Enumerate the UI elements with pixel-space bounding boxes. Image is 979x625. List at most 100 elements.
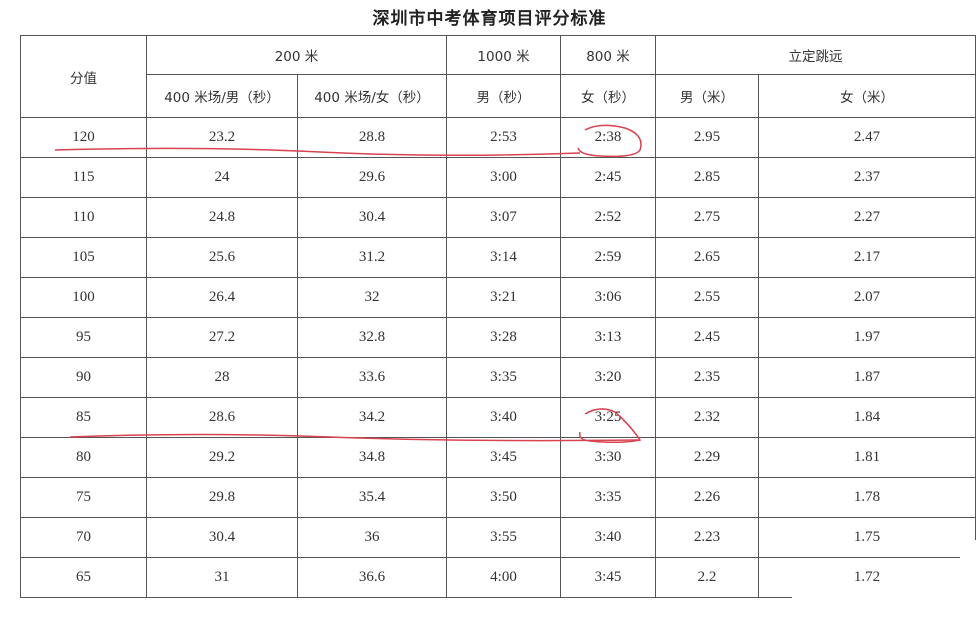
header-column: 400 米场/男（秒） <box>146 74 298 118</box>
table-row: 80 29.2 34.8 3:45 3:30 2.29 1.81 <box>20 437 976 478</box>
value-cell: 30.4 <box>297 197 447 238</box>
value-cell: 28.8 <box>297 117 447 158</box>
value-cell: 26.4 <box>146 277 298 318</box>
score-cell: 85 <box>20 397 147 438</box>
value-cell: 2.32 <box>655 397 759 438</box>
table-row: 115 24 29.6 3:00 2:45 2.85 2.37 <box>20 157 976 198</box>
value-cell: 2.35 <box>655 357 759 398</box>
value-cell: 2:53 <box>446 117 561 158</box>
value-cell: 2.26 <box>655 477 759 518</box>
score-cell: 110 <box>20 197 147 238</box>
value-cell: 32.8 <box>297 317 447 358</box>
value-cell: 31.2 <box>297 237 447 278</box>
value-cell: 3:55 <box>446 517 561 558</box>
table-row: 90 28 33.6 3:35 3:20 2.35 1.87 <box>20 357 976 398</box>
header-column: 男（秒） <box>446 74 561 118</box>
value-cell: 2.17 <box>758 237 976 278</box>
value-cell: 1.81 <box>758 437 976 478</box>
value-cell: 3:45 <box>560 557 656 598</box>
value-cell: 34.8 <box>297 437 447 478</box>
value-cell: 3:13 <box>560 317 656 358</box>
value-cell: 1.78 <box>758 477 976 518</box>
value-cell: 3:28 <box>446 317 561 358</box>
value-cell: 3:14 <box>446 237 561 278</box>
value-cell: 3:35 <box>560 477 656 518</box>
header-score: 分值 <box>20 35 147 118</box>
value-cell: 23.2 <box>146 117 298 158</box>
value-cell: 3:07 <box>446 197 561 238</box>
value-cell: 1.87 <box>758 357 976 398</box>
table-row: 70 30.4 36 3:55 3:40 2.23 1.75 <box>20 517 976 558</box>
score-cell: 115 <box>20 157 147 198</box>
value-cell: 2.95 <box>655 117 759 158</box>
header-column: 女（秒） <box>560 74 656 118</box>
value-cell: 2.85 <box>655 157 759 198</box>
header-200m: 200 米 <box>146 35 447 75</box>
header-column: 400 米场/女（秒） <box>297 74 447 118</box>
value-cell: 2:45 <box>560 157 656 198</box>
table-row: 65 31 36.6 4:00 3:45 2.2 1.72 <box>20 557 976 598</box>
value-cell: 2:59 <box>560 237 656 278</box>
value-cell: 2.75 <box>655 197 759 238</box>
document-title: 深圳市中考体育项目评分标准 <box>372 9 607 29</box>
table-row: 85 28.6 34.2 3:40 3:25 2.32 1.84 <box>20 397 976 438</box>
table-row: 110 24.8 30.4 3:07 2:52 2.75 2.27 <box>20 197 976 238</box>
score-cell: 90 <box>20 357 147 398</box>
value-cell: 33.6 <box>297 357 447 398</box>
occlusion <box>792 585 979 625</box>
value-cell: 32 <box>297 277 447 318</box>
table-row: 120 23.2 28.8 2:53 2:38 2.95 2.47 <box>20 117 976 158</box>
header-1000m: 1000 米 <box>446 35 561 75</box>
value-cell: 1.75 <box>758 517 976 558</box>
header-standing-long-jump: 立定跳远 <box>655 35 976 75</box>
table-row: 95 27.2 32.8 3:28 3:13 2.45 1.97 <box>20 317 976 358</box>
table-row: 105 25.6 31.2 3:14 2:59 2.65 2.17 <box>20 237 976 278</box>
value-cell: 1.97 <box>758 317 976 358</box>
value-cell: 2.29 <box>655 437 759 478</box>
value-cell: 3:30 <box>560 437 656 478</box>
score-cell: 80 <box>20 437 147 478</box>
value-cell: 2.47 <box>758 117 976 158</box>
value-cell: 1.84 <box>758 397 976 438</box>
value-cell: 29.2 <box>146 437 298 478</box>
value-cell: 3:25 <box>560 397 656 438</box>
value-cell: 2.55 <box>655 277 759 318</box>
score-cell: 70 <box>20 517 147 558</box>
value-cell: 2:38 <box>560 117 656 158</box>
value-cell: 24 <box>146 157 298 198</box>
value-cell: 2.65 <box>655 237 759 278</box>
header-column: 男（米） <box>655 74 759 118</box>
value-cell: 29.8 <box>146 477 298 518</box>
score-cell: 95 <box>20 317 147 358</box>
score-cell: 65 <box>20 557 147 598</box>
value-cell: 28.6 <box>146 397 298 438</box>
value-cell: 3:06 <box>560 277 656 318</box>
score-cell: 105 <box>20 237 147 278</box>
scoring-table: 分值 200 米 1000 米 800 米 立定跳远 400 米场/男（秒） 40… <box>20 35 976 598</box>
value-cell: 28 <box>146 357 298 398</box>
occlusion <box>960 540 979 590</box>
score-cell: 75 <box>20 477 147 518</box>
value-cell: 2.23 <box>655 517 759 558</box>
table-row: 100 26.4 32 3:21 3:06 2.55 2.07 <box>20 277 976 318</box>
value-cell: 3:21 <box>446 277 561 318</box>
value-cell: 2:52 <box>560 197 656 238</box>
value-cell: 2.45 <box>655 317 759 358</box>
value-cell: 36.6 <box>297 557 447 598</box>
value-cell: 3:20 <box>560 357 656 398</box>
header-800m: 800 米 <box>560 35 656 75</box>
table-row: 75 29.8 35.4 3:50 3:35 2.26 1.78 <box>20 477 976 518</box>
value-cell: 3:40 <box>560 517 656 558</box>
value-cell: 2.07 <box>758 277 976 318</box>
value-cell: 2.37 <box>758 157 976 198</box>
value-cell: 29.6 <box>297 157 447 198</box>
value-cell: 3:45 <box>446 437 561 478</box>
header-column: 女（米） <box>758 74 976 118</box>
value-cell: 31 <box>146 557 298 598</box>
value-cell: 3:00 <box>446 157 561 198</box>
value-cell: 3:50 <box>446 477 561 518</box>
value-cell: 35.4 <box>297 477 447 518</box>
value-cell: 34.2 <box>297 397 447 438</box>
value-cell: 25.6 <box>146 237 298 278</box>
score-cell: 120 <box>20 117 147 158</box>
